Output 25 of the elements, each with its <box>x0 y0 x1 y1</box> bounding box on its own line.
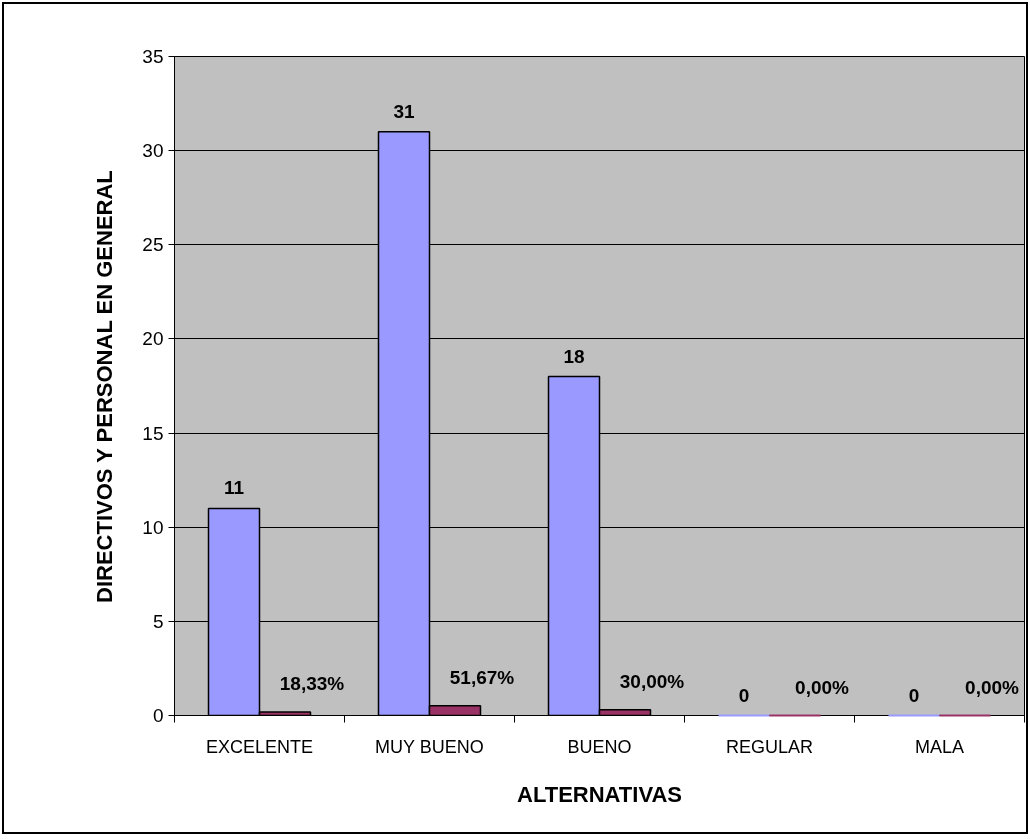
x-tick-label: EXCELENTE <box>205 736 314 757</box>
x-tick-label: BUENO <box>567 736 632 757</box>
data-label: 11 <box>223 477 245 499</box>
x-axis-title: ALTERNATIVAS <box>517 781 683 807</box>
data-label: 0,00% <box>795 676 850 698</box>
data-label: 31 <box>393 100 415 122</box>
y-tick-label: 30 <box>142 140 164 162</box>
y-tick-label: 15 <box>142 422 164 444</box>
data-label: 18,33% <box>279 673 345 695</box>
data-label: 51,67% <box>449 666 515 688</box>
y-tick-label: 20 <box>142 328 164 350</box>
data-label: 0,00% <box>965 676 1020 698</box>
x-tick-label: MALA <box>914 736 965 757</box>
y-tick-label: 25 <box>142 234 164 256</box>
y-tick-label: 5 <box>152 610 164 632</box>
x-tick-label: REGULAR <box>725 736 814 757</box>
data-label: 30,00% <box>619 670 685 692</box>
y-tick-label: 35 <box>142 46 164 67</box>
y-tick-label: 10 <box>142 516 164 538</box>
data-label: 0 <box>738 684 750 706</box>
y-axis-title: DIRECTIVOS Y PERSONAL EN GENERAL <box>92 170 118 603</box>
y-tick-label: 0 <box>152 705 164 726</box>
data-label: 0 <box>908 684 920 706</box>
data-label: 18 <box>563 345 585 367</box>
x-tick-label: MUY BUENO <box>374 736 484 757</box>
